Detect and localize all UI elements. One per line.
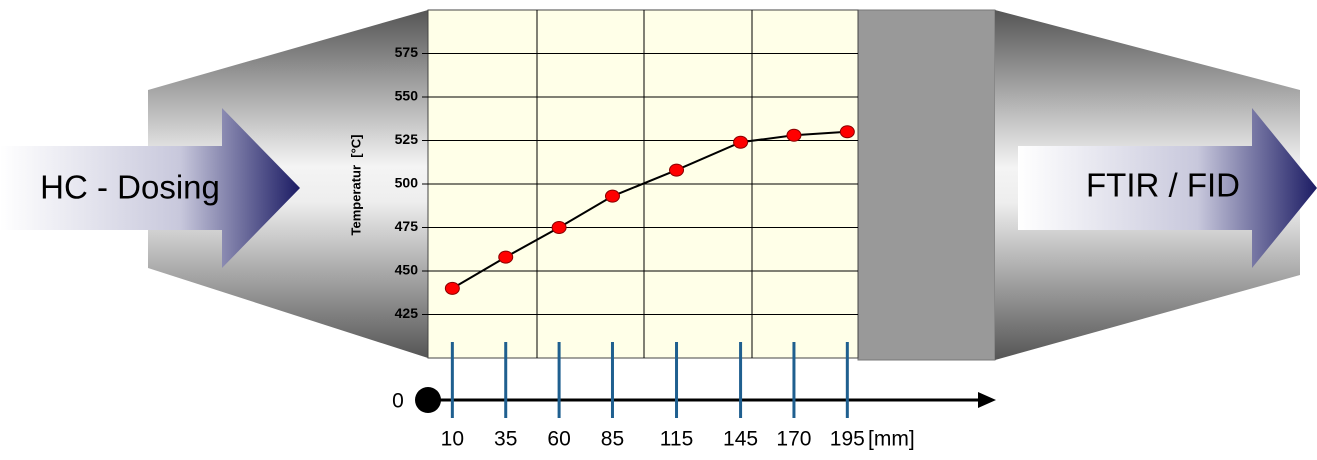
outlet-arrow [1018, 108, 1317, 268]
outlet-block [857, 9, 996, 361]
y-tick-label: 475 [395, 218, 419, 234]
x-tick-label: 115 [660, 428, 693, 451]
x-tick-label: 35 [494, 428, 517, 451]
outlet-label: FTIR / FID [1086, 167, 1240, 204]
data-point [604, 189, 620, 203]
y-axis-label: Temperatur [°C] [348, 134, 363, 235]
data-line [451, 130, 848, 290]
y-tick-label: 450 [395, 262, 419, 278]
x-tick-label: 10 [441, 428, 464, 451]
y-tick-label: 500 [395, 175, 419, 191]
x-tick-label: 0 [392, 390, 404, 413]
x-tick-label: 85 [601, 428, 624, 451]
x-tick-label: 195 [830, 428, 865, 451]
x-axis-label: [mm] [868, 428, 915, 451]
data-point [669, 163, 685, 177]
data-point [551, 221, 567, 234]
x-tick-label: 60 [547, 428, 570, 451]
y-tick-label: 425 [395, 305, 419, 321]
data-point [839, 125, 855, 139]
origin-dot [415, 387, 441, 413]
data-point [733, 135, 749, 149]
y-tick-label: 575 [395, 44, 419, 60]
x-tick-label: 170 [776, 428, 811, 451]
inlet-label: HC - Dosing [40, 169, 220, 206]
y-tick-label: 525 [395, 131, 419, 147]
data-point [498, 250, 514, 264]
x-tick-label: 145 [723, 428, 758, 451]
data-point [444, 281, 460, 295]
y-tick-label: 550 [395, 88, 419, 104]
data-point [786, 128, 802, 142]
x-axis-arrow [978, 392, 996, 408]
inlet-arrow [0, 108, 300, 268]
